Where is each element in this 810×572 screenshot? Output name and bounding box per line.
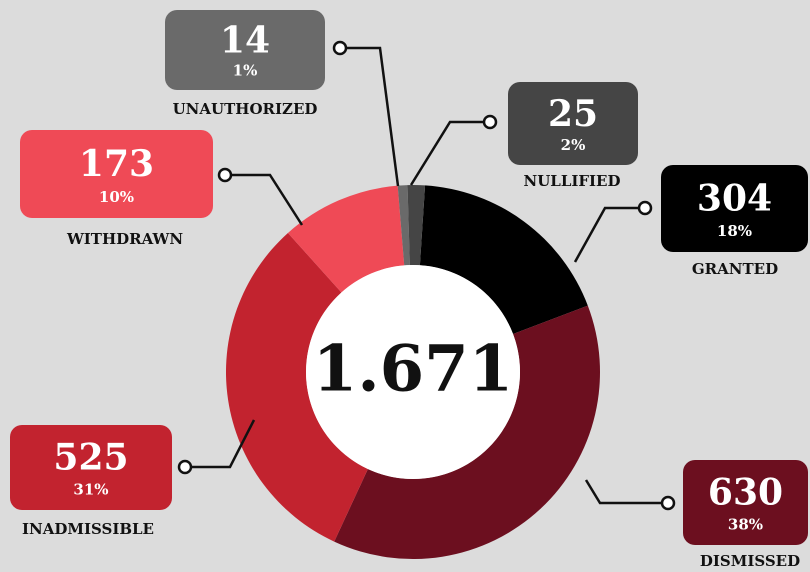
connector-dot [217, 167, 233, 183]
label-box [165, 10, 325, 90]
donut [225, 185, 600, 559]
category-label: INADMISSIBLE [22, 520, 154, 538]
value-label: 630 [708, 472, 783, 514]
donut-segment [407, 185, 426, 266]
label-box [508, 82, 638, 165]
category-label: WITHDRAWN [66, 230, 183, 248]
connector-line [573, 206, 645, 263]
percent-label: 1% [233, 62, 258, 80]
percent-label: 2% [561, 136, 586, 154]
total-label: 1.671 [313, 332, 513, 407]
connector-dot [332, 40, 348, 56]
category-label: NULLIFIED [523, 172, 620, 190]
connector-dot [177, 459, 193, 475]
percent-label: 38% [728, 515, 763, 533]
label-box [10, 425, 172, 510]
percent-label: 18% [717, 222, 752, 240]
connector-dot [482, 114, 498, 130]
category-label: UNAUTHORIZED [173, 100, 318, 118]
connector-line [185, 419, 256, 469]
value-label: 525 [53, 437, 128, 479]
donut-segment [287, 185, 405, 293]
donut-segment [419, 185, 588, 334]
percent-label: 10% [99, 188, 134, 206]
value-label: 304 [697, 178, 772, 220]
value-label: 25 [548, 93, 598, 135]
percent-label: 31% [73, 480, 108, 498]
donut-hole [306, 265, 520, 479]
label-box [683, 460, 808, 545]
label-box [661, 165, 808, 252]
category-label: DISMISSED [700, 552, 800, 570]
connector-dot [660, 495, 676, 511]
connector-dot [637, 200, 653, 216]
donut-segment [397, 185, 410, 266]
label-box [20, 130, 213, 218]
donut-segment [225, 232, 368, 542]
value-label: 173 [79, 143, 154, 185]
connector-line [409, 120, 490, 186]
connector-line [584, 479, 668, 505]
category-label: GRANTED [692, 260, 778, 278]
connector-line [340, 46, 400, 187]
donut-segment [334, 305, 600, 559]
value-label: 14 [220, 20, 270, 62]
connector-line [225, 173, 304, 226]
